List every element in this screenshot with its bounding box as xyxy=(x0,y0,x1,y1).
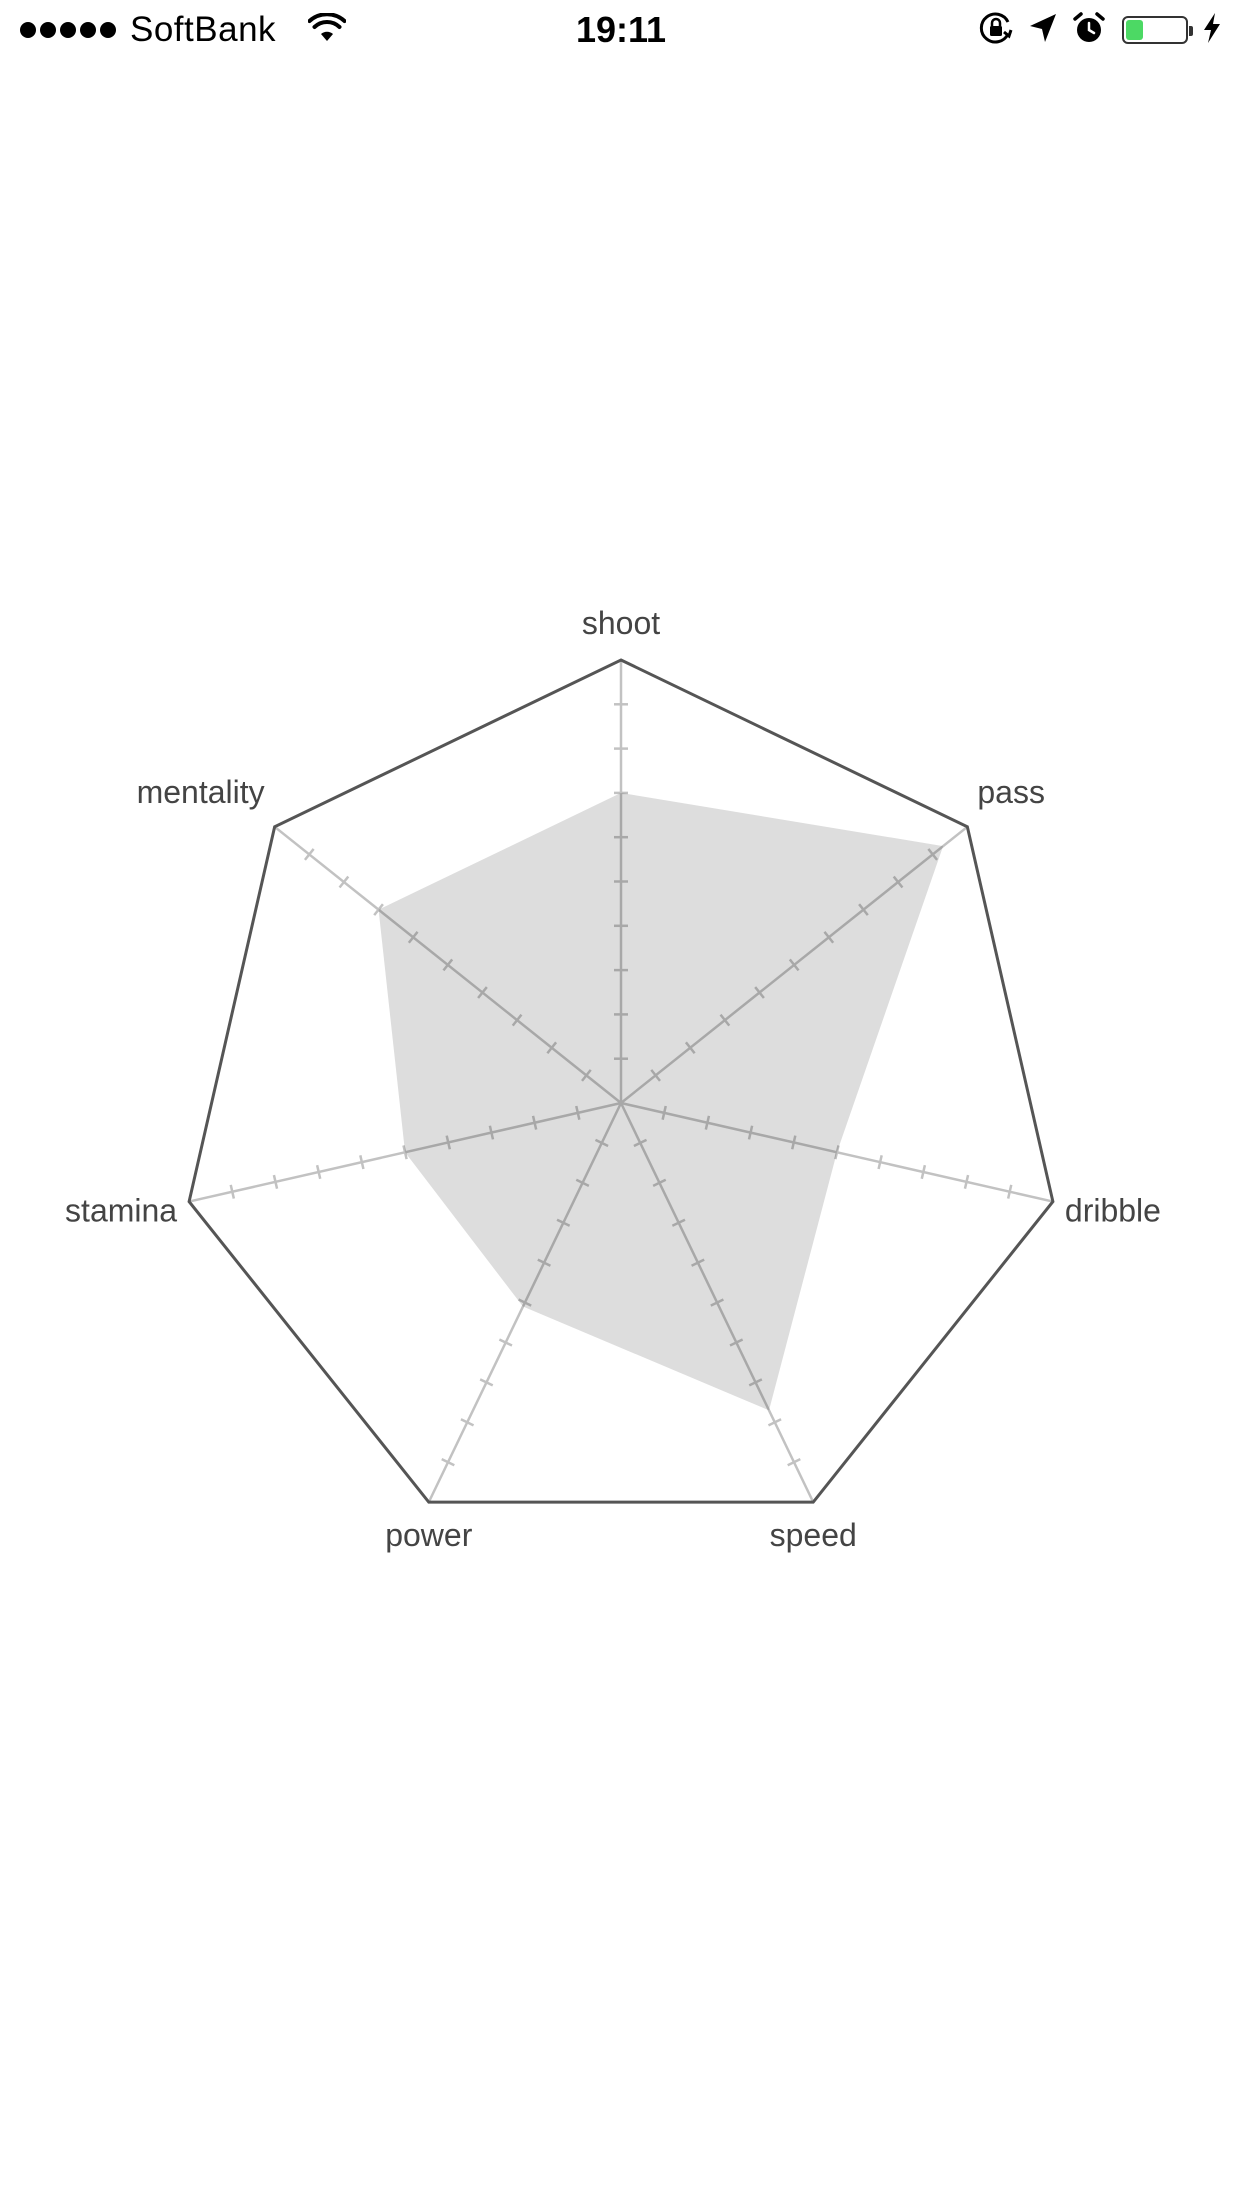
radar-data-area xyxy=(378,792,944,1411)
charging-bolt-icon xyxy=(1202,12,1222,49)
radar-tick-mentality xyxy=(477,986,488,999)
radar-tick-power xyxy=(460,1418,475,1427)
radar-tick-power xyxy=(537,1258,551,1267)
radar-tick-dribble xyxy=(920,1164,927,1180)
axis-label-stamina: stamina xyxy=(65,1193,177,1229)
wifi-icon xyxy=(307,11,347,48)
radar-tick-pass xyxy=(754,986,765,999)
radar-tick-power xyxy=(479,1378,494,1387)
radar-tick-mentality xyxy=(338,875,350,889)
signal-dot xyxy=(100,22,116,38)
carrier-name: SoftBank xyxy=(130,10,277,49)
radar-tick-speed xyxy=(710,1298,724,1307)
radar-tick-dribble xyxy=(790,1135,797,1150)
signal-dot xyxy=(40,22,56,38)
radar-tick-power xyxy=(518,1298,532,1307)
orientation-lock-icon xyxy=(978,10,1014,51)
signal-dot xyxy=(60,22,76,38)
radar-tick-stamina xyxy=(315,1164,322,1180)
radar-axis-labels: shoot pass dribble speed power stamina mentali… xyxy=(65,605,1161,1553)
radar-tick-mentality xyxy=(511,1013,523,1027)
radar-tick-power xyxy=(594,1138,609,1148)
status-bar-right xyxy=(964,8,1222,52)
axis-label-dribble: dribble xyxy=(1065,1193,1161,1229)
radar-tick-stamina xyxy=(575,1105,581,1120)
radar-tick-dribble xyxy=(1006,1184,1013,1199)
radar-tick-speed xyxy=(787,1458,801,1467)
radar-tick-mentality xyxy=(407,931,419,944)
radar-tick-dribble xyxy=(877,1155,883,1170)
radar-tick-dribble xyxy=(661,1105,667,1120)
signal-dot xyxy=(20,22,36,38)
radar-tick-speed xyxy=(671,1218,686,1227)
radar-tick-stamina xyxy=(445,1135,452,1150)
radar-tick-power xyxy=(575,1178,590,1187)
radar-tick-pass xyxy=(892,875,904,889)
axis-label-power: power xyxy=(385,1517,473,1553)
radar-tick-mentality xyxy=(442,958,454,972)
radar-tick-stamina xyxy=(272,1174,279,1189)
radar-tick-pass xyxy=(858,903,869,916)
axis-label-shoot: shoot xyxy=(582,605,660,641)
radar-tick-speed xyxy=(652,1178,667,1187)
axis-label-mentality: mentality xyxy=(137,774,265,810)
axis-label-pass: pass xyxy=(977,774,1045,810)
radar-tick-power xyxy=(441,1458,455,1467)
battery-level xyxy=(1126,20,1143,40)
battery-icon xyxy=(1122,16,1193,44)
radar-tick-stamina xyxy=(359,1155,365,1170)
battery-cap xyxy=(1189,26,1193,36)
radar-spokes xyxy=(188,660,1054,1503)
radar-tick-pass xyxy=(684,1041,696,1055)
signal-strength-icon xyxy=(20,22,120,38)
radar-tick-mentality xyxy=(581,1069,592,1082)
location-arrow-icon xyxy=(1028,12,1058,49)
alarm-icon xyxy=(1072,11,1106,50)
radar-tick-speed xyxy=(691,1258,705,1267)
radar-tick-speed xyxy=(748,1378,763,1387)
radar-tick-power xyxy=(498,1338,513,1347)
radar-tick-power xyxy=(556,1218,571,1227)
radar-tick-stamina xyxy=(531,1115,538,1130)
radar-tick-speed xyxy=(729,1338,744,1347)
radar-tick-stamina xyxy=(402,1145,408,1160)
radar-tick-stamina xyxy=(229,1184,236,1199)
radar-tick-pass xyxy=(788,958,800,972)
status-bar-left: SoftBank xyxy=(20,8,347,52)
radar-tick-mentality xyxy=(303,848,315,861)
radar-tick-stamina xyxy=(488,1125,495,1140)
radar-tick-speed xyxy=(633,1138,648,1148)
radar-tick-dribble xyxy=(963,1174,970,1189)
radar-tick-speed xyxy=(767,1418,782,1427)
signal-dot xyxy=(80,22,96,38)
radar-tick-pass xyxy=(650,1069,661,1082)
axis-label-speed: speed xyxy=(770,1517,857,1553)
radar-tick-dribble xyxy=(747,1125,754,1140)
radar-tick-dribble xyxy=(834,1145,840,1160)
radar-tick-mentality xyxy=(546,1041,558,1055)
radar-outline xyxy=(187,658,1055,1504)
radar-tick-pass xyxy=(823,931,835,944)
radar-tick-dribble xyxy=(704,1115,711,1130)
radar-tick-pass xyxy=(719,1013,731,1027)
radar-tick-pass xyxy=(927,848,939,861)
radar-tick-mentality xyxy=(373,903,384,916)
